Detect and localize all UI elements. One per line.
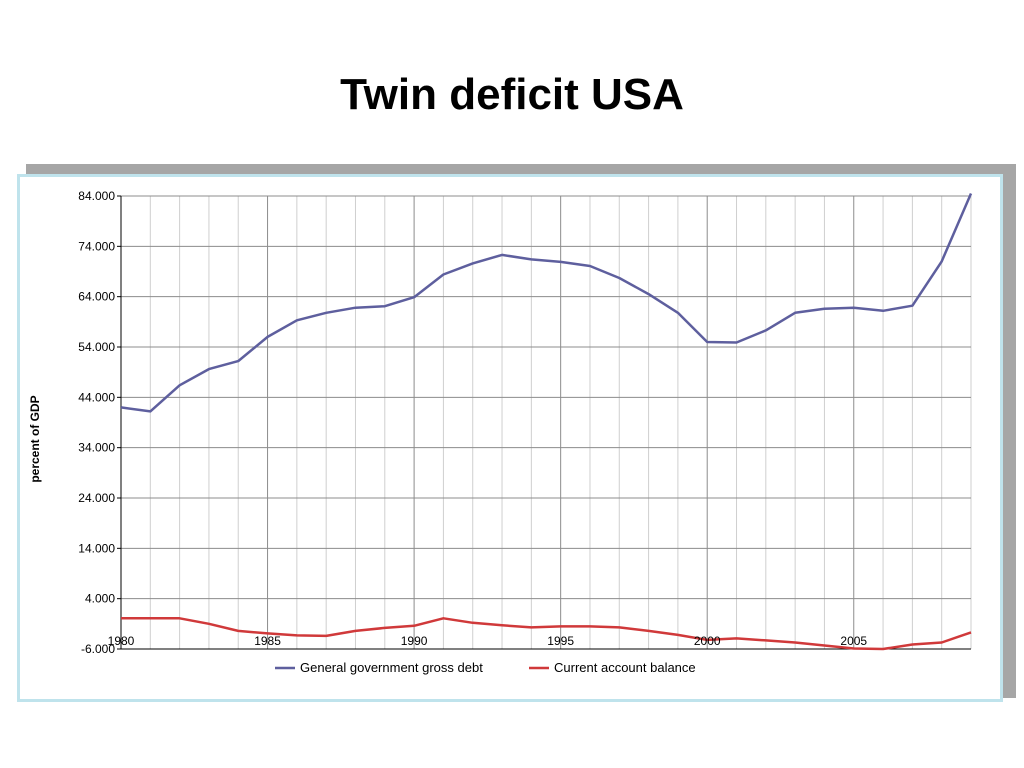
label-layer: 84.000 74.000 64.000 54.000 44.000 34.000 24.0… [78, 189, 867, 656]
series-line [120, 193, 973, 413]
y-tick-label: 74.000 [78, 239, 115, 253]
x-tick-label: 1980 [108, 634, 135, 648]
y-tick-label: 54.000 [78, 340, 115, 354]
y-tick-label: 4.000 [85, 592, 115, 606]
axis-layer [117, 195, 971, 650]
y-tick-label: 64.000 [78, 290, 115, 304]
line-chart: 84.000 74.000 64.000 54.000 44.000 34.000 24.0… [28, 189, 973, 675]
grid-layer [120, 195, 972, 650]
legend: General government gross debt Current acc… [275, 660, 696, 675]
y-tick-label: 44.000 [78, 390, 115, 404]
series-line [121, 617, 972, 651]
y-tick-label: 24.000 [78, 491, 115, 505]
x-tick-label: 2000 [694, 634, 721, 648]
legend-label: Current account balance [554, 660, 696, 675]
x-tick-label: 2005 [840, 634, 867, 648]
x-tick-label: 1985 [254, 634, 281, 648]
y-tick-label: 84.000 [78, 189, 115, 203]
y-tick-label: 34.000 [78, 441, 115, 455]
y-tick-label: -6.000 [81, 642, 115, 656]
chart-frame: 84.000 74.000 64.000 54.000 44.000 34.000 24.0… [17, 174, 1003, 702]
slide-title: Twin deficit USA [340, 70, 684, 119]
y-axis-title: percent of GDP [28, 395, 42, 482]
x-tick-label: 1990 [401, 634, 428, 648]
legend-label: General government gross debt [300, 660, 483, 675]
series-layer [120, 193, 973, 651]
y-tick-label: 14.000 [78, 541, 115, 555]
x-tick-label: 1995 [547, 634, 574, 648]
